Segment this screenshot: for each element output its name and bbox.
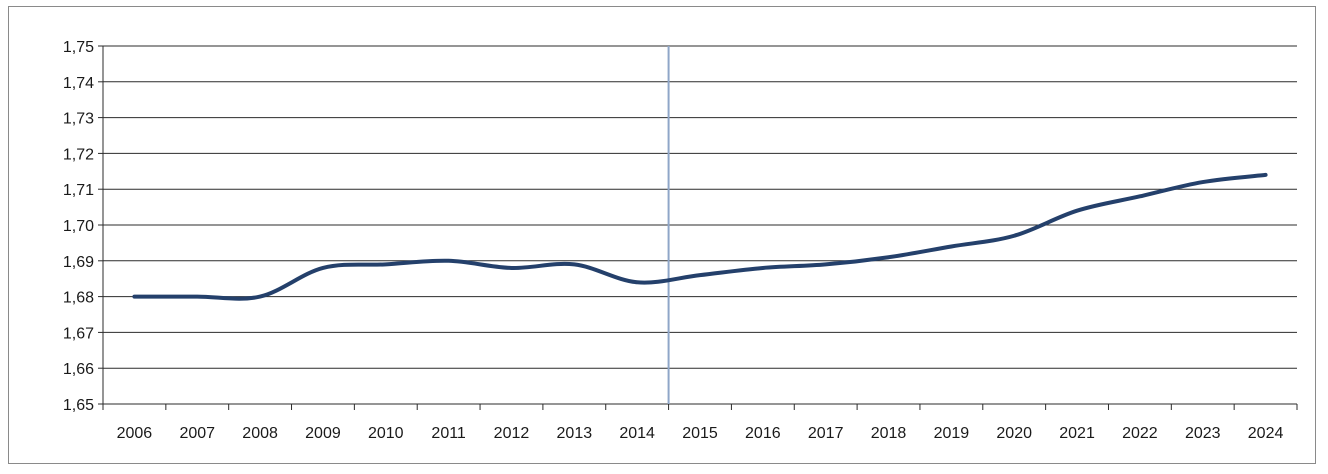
x-tick-label: 2008 xyxy=(242,425,278,442)
x-tick-label: 2022 xyxy=(1122,425,1158,442)
y-tick-label: 1,73 xyxy=(63,111,94,128)
x-tick-label: 2006 xyxy=(117,425,153,442)
series-line xyxy=(132,172,1268,301)
x-tick-label: 2009 xyxy=(305,425,341,442)
x-tick-label: 2020 xyxy=(996,425,1032,442)
y-tick-label: 1,69 xyxy=(63,254,94,271)
x-tick-label: 2021 xyxy=(1059,425,1095,442)
x-tick-label: 2012 xyxy=(494,425,530,442)
y-tick-label: 1,75 xyxy=(63,39,94,56)
x-tick-label: 2017 xyxy=(808,425,844,442)
y-tick-label: 1,71 xyxy=(63,182,94,199)
y-tick-label: 1,65 xyxy=(63,397,94,414)
y-tick-label: 1,67 xyxy=(63,325,94,342)
y-tick-label: 1,68 xyxy=(63,290,94,307)
y-tick-label: 1,74 xyxy=(63,75,94,92)
x-tick-label: 2019 xyxy=(934,425,970,442)
y-tick-label: 1,72 xyxy=(63,146,94,163)
x-tick-label: 2010 xyxy=(368,425,404,442)
y-tick-label: 1,70 xyxy=(63,218,94,235)
y-tick-label: 1,66 xyxy=(63,361,94,378)
x-tick-label: 2007 xyxy=(179,425,215,442)
x-tick-label: 2015 xyxy=(682,425,718,442)
x-tick-label: 2013 xyxy=(557,425,593,442)
x-tick-label: 2016 xyxy=(745,425,781,442)
x-tick-label: 2011 xyxy=(431,425,466,442)
x-tick-label: 2018 xyxy=(871,425,907,442)
chart-frame xyxy=(8,6,1316,464)
x-tick-label: 2014 xyxy=(619,425,655,442)
x-tick-label: 2024 xyxy=(1248,425,1284,442)
x-tick-label: 2023 xyxy=(1185,425,1221,442)
